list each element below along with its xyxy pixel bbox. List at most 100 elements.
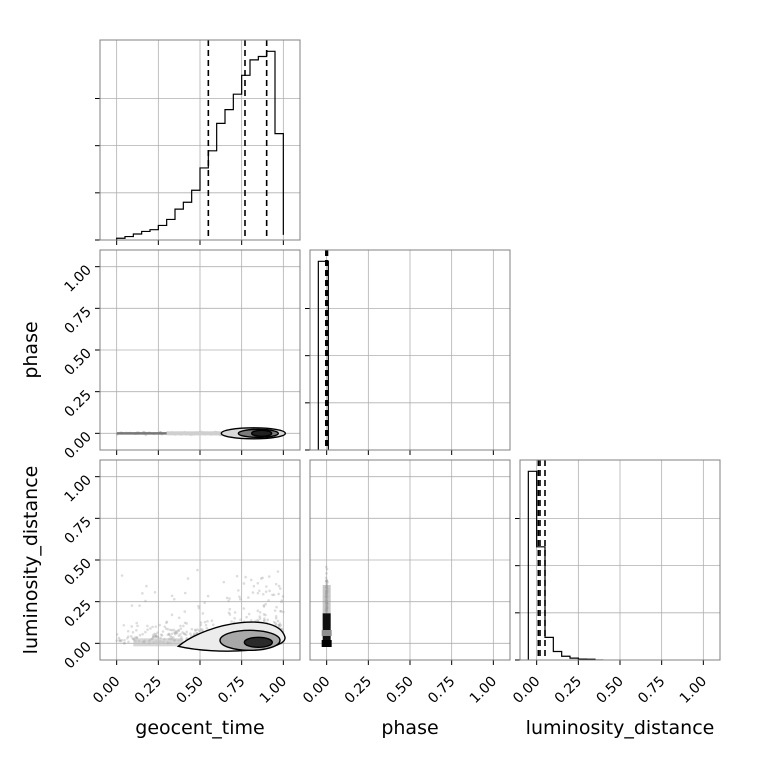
x-tick-label: 0.50 xyxy=(383,674,416,707)
scatter-point xyxy=(169,634,172,638)
scatter-point xyxy=(156,635,160,639)
contour-inner xyxy=(250,429,273,438)
histogram-bars xyxy=(116,40,284,240)
x-tick-label: 1.00 xyxy=(257,674,290,707)
scatter-point xyxy=(326,580,329,584)
scatter-point xyxy=(233,617,236,620)
scatter-point xyxy=(228,607,232,611)
scatter-point xyxy=(123,638,126,642)
scatter-point xyxy=(144,599,147,603)
density-shoulder xyxy=(321,630,332,636)
scatter-point xyxy=(183,621,187,625)
y-tick-label: 0.50 xyxy=(61,346,94,379)
scatter-point xyxy=(274,615,278,618)
scatter-point xyxy=(146,624,149,628)
scatter-point xyxy=(168,628,172,632)
scatter-point xyxy=(158,623,162,627)
scatter-point xyxy=(199,623,203,627)
scatter-point xyxy=(274,582,278,586)
scatter-point xyxy=(325,579,328,583)
density-peak xyxy=(321,640,332,647)
scatter-point xyxy=(118,639,121,643)
scatter-point xyxy=(126,635,130,638)
scatter-point xyxy=(281,595,285,598)
scatter-point xyxy=(238,597,242,601)
scatter-point xyxy=(264,613,267,617)
x-tick-label: 0.75 xyxy=(635,674,668,707)
scatter-point xyxy=(166,627,170,631)
histogram-bars xyxy=(527,460,604,660)
scatter-point xyxy=(151,634,155,637)
scatter-point xyxy=(190,627,194,631)
scatter-point xyxy=(280,627,284,631)
scatter-point xyxy=(193,632,196,636)
scatter-point xyxy=(256,591,260,595)
scatter-point xyxy=(249,619,253,622)
scatter-point xyxy=(190,634,193,638)
x-tick-label: 0.75 xyxy=(215,674,248,707)
y-axis-label-luminosity-distance: luminosity_distance xyxy=(20,465,42,655)
scatter-point xyxy=(175,631,179,635)
y-tick-label: 0.75 xyxy=(61,514,94,547)
scatter-point xyxy=(181,631,184,634)
panel-content xyxy=(115,568,286,652)
panel-content xyxy=(115,427,287,440)
scatter-point xyxy=(180,636,183,639)
scatter-point xyxy=(325,567,329,571)
scatter-point xyxy=(123,641,127,645)
scatter-point xyxy=(279,623,283,627)
scatter-point xyxy=(228,613,232,616)
scatter-point xyxy=(170,635,173,639)
scatter-point xyxy=(199,627,203,631)
scatter-point xyxy=(274,617,278,620)
x-axis-label-phase: phase xyxy=(381,717,439,739)
scatter-point xyxy=(170,632,174,636)
x-tick-label: 0.00 xyxy=(510,674,543,707)
panel-border xyxy=(309,249,511,451)
scatter-point xyxy=(237,589,240,592)
scatter-point xyxy=(194,629,197,632)
scatter-point xyxy=(325,581,328,584)
scatter-point xyxy=(127,640,130,644)
scatter-point xyxy=(174,629,178,633)
scatter-point xyxy=(263,619,266,622)
x-tick-label: 0.50 xyxy=(593,674,626,707)
scatter-point xyxy=(133,636,137,639)
scatter-point xyxy=(198,629,201,633)
scatter-point xyxy=(279,609,282,613)
scatter-point xyxy=(262,604,266,607)
scatter-point xyxy=(146,628,149,631)
panel-2d-geocent_time-phase: 0.00 0.25 0.50 0.75 1.00 xyxy=(61,249,301,462)
scatter-point xyxy=(247,596,250,599)
x-axis-label-geocent-time: geocent_time xyxy=(135,717,265,739)
scatter-point xyxy=(144,630,147,634)
scatter-point xyxy=(197,606,201,610)
scatter-point xyxy=(273,609,277,612)
density-core xyxy=(322,613,331,640)
y-tick-label: 0.75 xyxy=(61,304,94,337)
scatter-point xyxy=(168,633,171,636)
scatter-point xyxy=(222,580,226,584)
scatter-point xyxy=(149,627,152,630)
scatter-point xyxy=(153,591,157,594)
y-axis-label-phase: phase xyxy=(20,321,42,379)
scatter-point xyxy=(197,604,200,608)
scatter-point xyxy=(267,575,271,578)
scatter-point xyxy=(271,593,274,597)
scatter-point xyxy=(244,575,247,579)
scatter-point xyxy=(185,622,189,625)
scatter-point xyxy=(325,579,329,583)
scatter-point xyxy=(179,633,182,636)
y-tick-label: 0.25 xyxy=(61,387,94,420)
histogram-step-luminosity_distance xyxy=(527,470,604,660)
scatter-point xyxy=(228,597,231,600)
x-tick-label: 0.25 xyxy=(132,674,165,707)
scatter-point xyxy=(145,584,148,588)
scatter-point xyxy=(154,625,158,628)
scatter-point xyxy=(115,633,119,636)
scatter-point xyxy=(227,611,231,615)
scatter-point xyxy=(276,619,280,623)
scatter-point xyxy=(204,623,208,627)
